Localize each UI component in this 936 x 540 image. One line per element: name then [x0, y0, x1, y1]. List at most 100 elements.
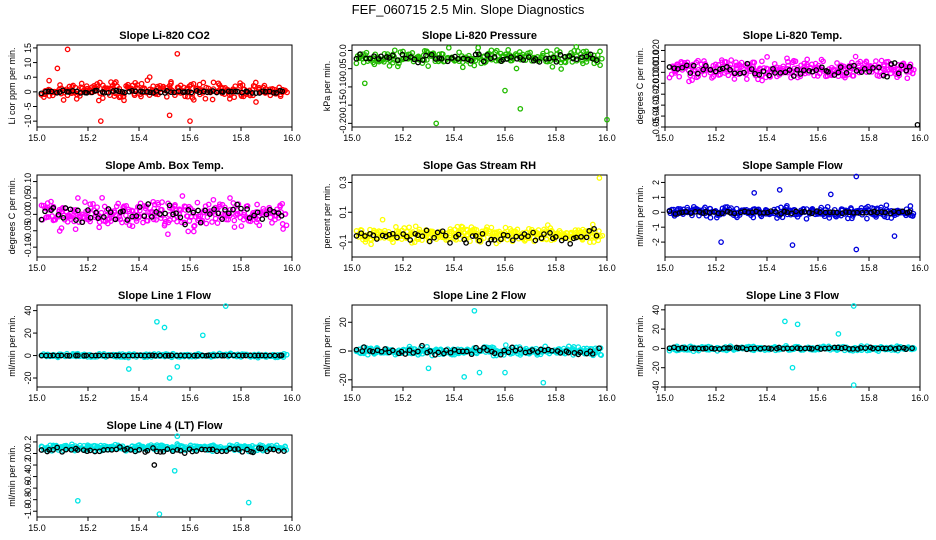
- data-point: [707, 214, 714, 221]
- x-tick-label: 15.8: [860, 133, 878, 143]
- data-point: [398, 348, 405, 355]
- data-point: [589, 221, 596, 228]
- y-axis-label: kPa per min.: [322, 61, 332, 112]
- data-point: [447, 349, 454, 356]
- data-point: [435, 349, 442, 356]
- data-point: [529, 347, 536, 353]
- x-tick-label: 15.2: [79, 133, 97, 143]
- data-point: [110, 88, 117, 94]
- data-point: [60, 97, 67, 103]
- data-point: [473, 226, 480, 233]
- data-point: [220, 89, 226, 95]
- y-tick-label: 0: [23, 89, 33, 94]
- data-point: [707, 66, 714, 73]
- data-point: [64, 352, 70, 359]
- data-point: [181, 450, 188, 456]
- data-point: [525, 233, 531, 240]
- data-point: [549, 347, 555, 354]
- data-point: [472, 233, 479, 239]
- y-tick-label: 20: [23, 328, 33, 338]
- data-point: [700, 345, 706, 352]
- data-point: [245, 499, 252, 506]
- data-point: [160, 448, 167, 455]
- data-point: [520, 57, 527, 63]
- chart-title: Slope Li-820 Pressure: [422, 30, 537, 42]
- data-point: [38, 447, 45, 453]
- data-point: [79, 219, 86, 226]
- data-point: [768, 208, 774, 215]
- data-point: [100, 214, 107, 220]
- data-point: [382, 346, 388, 352]
- data-point: [455, 55, 461, 62]
- data-point: [543, 56, 549, 62]
- data-point: [445, 44, 452, 51]
- data-point: [204, 89, 211, 95]
- chart-panel: Slope Sample Flow 15.0 15.2 15.4 15.6 15.8 16.…: [635, 160, 929, 273]
- data-point: [54, 89, 60, 96]
- data-point: [431, 234, 437, 241]
- data-point: [150, 445, 156, 451]
- data-point: [731, 76, 738, 82]
- data-point: [525, 54, 532, 60]
- x-tick-label: 16.0: [283, 393, 301, 403]
- data-point: [866, 68, 873, 75]
- x-tick-label: 15.6: [496, 393, 514, 403]
- data-point: [552, 234, 559, 240]
- data-point: [751, 190, 758, 196]
- data-point: [702, 345, 709, 352]
- data-point: [596, 228, 602, 234]
- x-tick-label: 15.8: [860, 263, 878, 273]
- data-point: [671, 65, 678, 72]
- data-point: [378, 53, 384, 60]
- y-tick-label: -0.05: [23, 221, 33, 242]
- y-tick-label: -5: [23, 102, 33, 110]
- y-tick-label: -40: [651, 380, 661, 393]
- data-point: [112, 216, 119, 223]
- data-point: [543, 235, 550, 242]
- chart-panel: Slope Li-820 Temp. 15.0 15.2 15.4 15.6 15.8 16…: [635, 30, 929, 143]
- data-point: [509, 344, 515, 351]
- data-point: [806, 67, 813, 74]
- y-tick-label: 0.00: [23, 206, 33, 224]
- data-point: [234, 201, 241, 208]
- data-point: [690, 62, 697, 69]
- data-point: [46, 77, 52, 84]
- x-tick-label: 16.0: [283, 523, 301, 533]
- data-point: [679, 344, 685, 351]
- data-point: [96, 224, 103, 231]
- data-point: [205, 201, 212, 208]
- data-point: [443, 347, 450, 354]
- data-point: [773, 209, 779, 215]
- data-point: [391, 47, 398, 54]
- data-point: [353, 233, 360, 239]
- data-point: [222, 204, 228, 211]
- data-point: [491, 237, 498, 243]
- data-point: [782, 318, 788, 325]
- data-point: [788, 210, 795, 217]
- data-point: [174, 50, 181, 57]
- data-point: [863, 59, 870, 65]
- chart-title: Slope Gas Stream RH: [423, 160, 536, 172]
- data-point: [251, 352, 258, 359]
- data-point: [371, 61, 378, 68]
- data-point: [194, 352, 201, 359]
- data-point: [379, 216, 386, 223]
- data-point: [887, 70, 894, 77]
- data-point: [93, 87, 100, 94]
- data-point: [48, 88, 55, 95]
- data-point: [111, 209, 118, 216]
- y-tick-label: -0.02: [651, 84, 661, 105]
- x-tick-label: 15.6: [181, 263, 199, 273]
- chart-title: Slope Sample Flow: [742, 160, 843, 172]
- data-point: [491, 350, 498, 357]
- data-point: [538, 235, 545, 242]
- data-point: [883, 202, 890, 209]
- x-tick-label: 15.4: [445, 393, 463, 403]
- data-point: [153, 448, 160, 455]
- data-point: [778, 204, 784, 211]
- data-point: [842, 209, 849, 215]
- y-tick-label: -20: [23, 372, 33, 385]
- data-point: [484, 52, 491, 58]
- data-point: [891, 233, 898, 239]
- data-point: [47, 352, 54, 359]
